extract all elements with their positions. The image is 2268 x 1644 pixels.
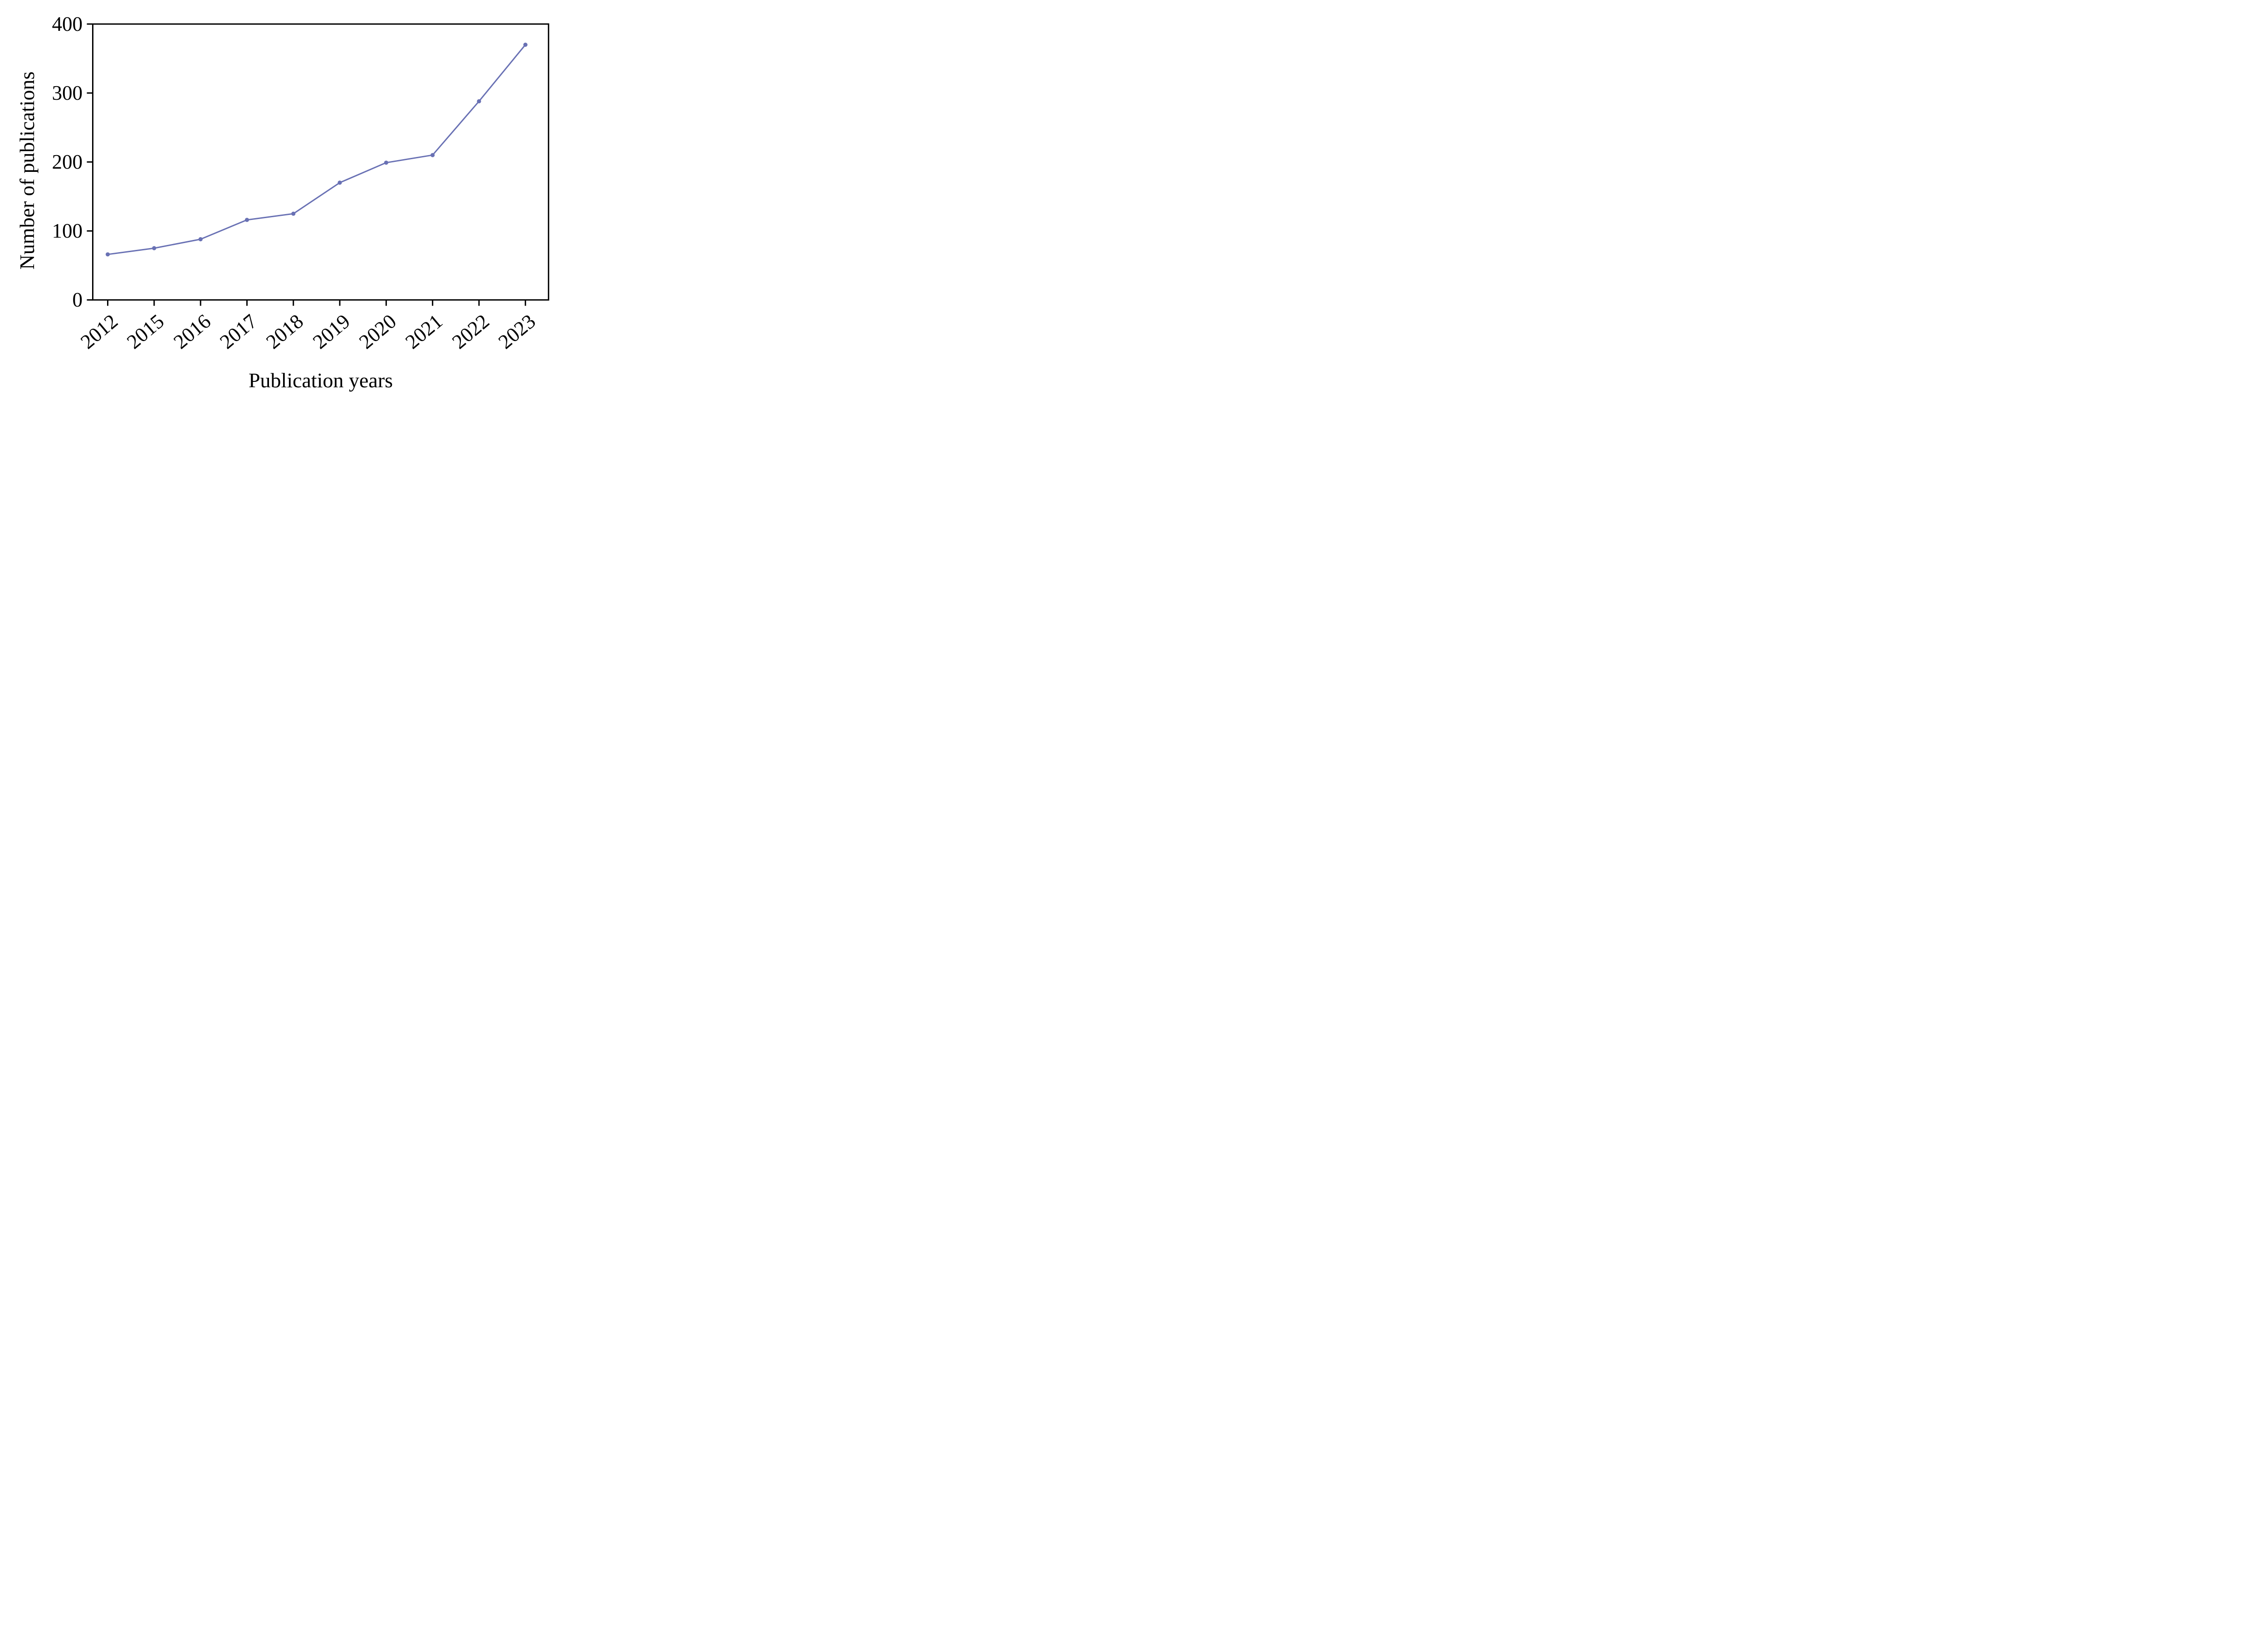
publications-line-series [107,44,526,255]
y-tick-label: 300 [52,82,83,105]
data-point-marker [523,43,528,47]
data-point-marker [384,161,388,165]
plot-area [87,23,549,306]
data-point-marker [430,153,435,157]
plot-border [92,23,549,301]
y-tick-label: 200 [52,151,83,174]
data-point-marker [152,246,156,250]
data-point-marker [105,252,110,257]
data-point-marker [337,180,342,185]
data-point-marker [244,218,249,222]
y-tick-label: 400 [52,13,83,35]
y-tick-label: 0 [72,288,83,312]
data-point-marker [198,237,203,242]
line-chart-figure: Publication years Number of publications… [0,0,585,411]
x-axis-title: Publication years [248,369,393,392]
y-tick-label: 100 [52,220,83,243]
data-point-marker [291,211,296,216]
data-point-marker [477,99,481,103]
